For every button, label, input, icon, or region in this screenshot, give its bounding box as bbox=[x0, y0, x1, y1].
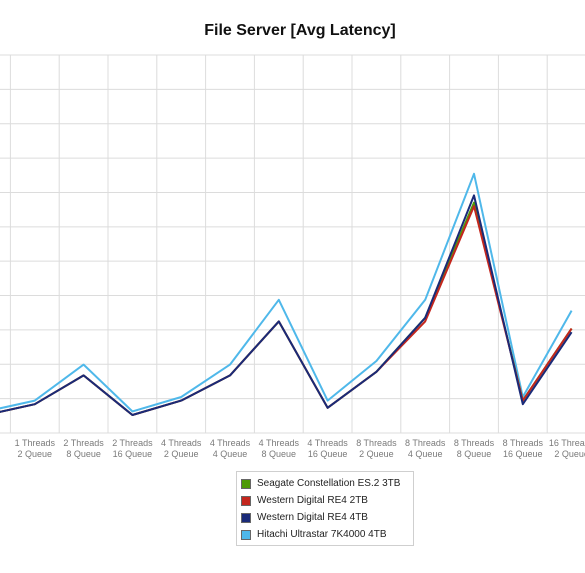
legend-label: Western Digital RE4 4TB bbox=[257, 512, 368, 523]
x-tick-label: 4 Threads bbox=[307, 438, 348, 448]
legend-label: Hitachi Ultrastar 7K4000 4TB bbox=[257, 529, 387, 540]
series-line bbox=[0, 172, 573, 413]
legend-item[interactable]: Hitachi Ultrastar 7K4000 4TB bbox=[241, 526, 409, 543]
x-tick-label: 2 Threads bbox=[63, 438, 104, 448]
x-tick-label: 16 Queue bbox=[503, 449, 543, 459]
legend-swatch bbox=[241, 529, 251, 540]
series-line bbox=[0, 205, 573, 416]
x-tick-label: 8 Queue bbox=[66, 449, 101, 459]
x-tick-label: 4 Threads bbox=[161, 438, 202, 448]
x-tick-label: 8 Queue bbox=[262, 449, 297, 459]
x-tick-label: 2 Queue bbox=[164, 449, 199, 459]
series-line bbox=[0, 194, 573, 416]
series-line bbox=[0, 201, 573, 416]
x-tick-label: 8 Queue bbox=[457, 449, 492, 459]
x-tick-label: 4 Queue bbox=[213, 449, 248, 459]
legend-swatch bbox=[241, 495, 251, 506]
legend-label: Seagate Constellation ES.2 3TB bbox=[257, 478, 401, 489]
x-tick-label: 16 Queue bbox=[308, 449, 348, 459]
x-tick-label: 8 Threads bbox=[503, 438, 544, 448]
x-tick-label: 4 Queue bbox=[408, 449, 443, 459]
x-tick-label: 4 Threads bbox=[259, 438, 300, 448]
x-tick-label: 16 Queue bbox=[113, 449, 153, 459]
legend-label: Western Digital RE4 2TB bbox=[257, 495, 368, 506]
x-tick-label: 2 Queue bbox=[359, 449, 394, 459]
legend: Seagate Constellation ES.2 3TB Western Di… bbox=[236, 471, 414, 546]
legend-item[interactable]: Seagate Constellation ES.2 3TB bbox=[241, 475, 409, 492]
x-tick-label: 8 Threads bbox=[405, 438, 446, 448]
x-tick-label: 8 Threads bbox=[356, 438, 397, 448]
grid bbox=[0, 54, 585, 434]
chart-title: File Server [Avg Latency] bbox=[204, 22, 395, 39]
x-tick-label: 8 Threads bbox=[454, 438, 495, 448]
x-tick-label: 1 Threads bbox=[15, 438, 56, 448]
x-tick-label: 4 Threads bbox=[210, 438, 251, 448]
legend-item[interactable]: Western Digital RE4 4TB bbox=[241, 509, 409, 526]
x-tick-label: 2 Queue bbox=[554, 449, 585, 459]
x-tick-label: 2 Threads bbox=[112, 438, 153, 448]
legend-swatch bbox=[241, 512, 251, 523]
legend-swatch bbox=[241, 478, 251, 489]
x-tick-label: 16 Threads bbox=[549, 438, 585, 448]
series-lines bbox=[0, 172, 573, 416]
legend-item[interactable]: Western Digital RE4 2TB bbox=[241, 492, 409, 509]
x-tick-label: 2 Queue bbox=[18, 449, 53, 459]
